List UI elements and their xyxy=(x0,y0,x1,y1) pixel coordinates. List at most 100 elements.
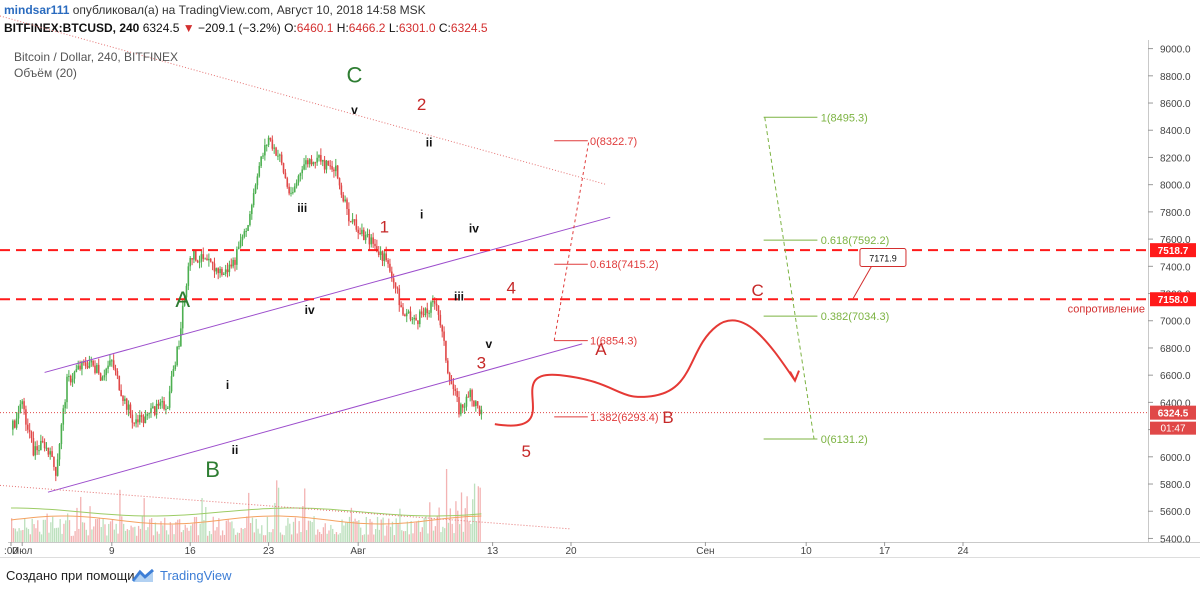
volume-bar xyxy=(158,533,160,542)
candle-body xyxy=(55,466,57,476)
volume-bar xyxy=(352,521,354,542)
volume-bar xyxy=(63,523,65,542)
volume-bar xyxy=(315,534,317,542)
candle-body xyxy=(174,365,177,370)
volume-bar xyxy=(333,534,336,542)
candle-body xyxy=(127,404,130,410)
candle-body xyxy=(45,447,48,449)
candle-body xyxy=(209,258,212,262)
candle-body xyxy=(200,254,203,262)
candle-body xyxy=(432,300,434,303)
last-price: 6324.5 xyxy=(142,21,180,35)
candle-body xyxy=(335,165,337,172)
fib-green-label: 0.382(7034.3) xyxy=(821,311,890,323)
x-tick-label: Июл xyxy=(12,546,32,557)
candle-body xyxy=(40,440,42,451)
volume-bar xyxy=(270,532,272,542)
candle-body xyxy=(445,340,447,361)
candle-body xyxy=(125,398,128,410)
candle-body xyxy=(105,368,107,376)
symbol-label: BITFINEX:BTCUSD, 240 xyxy=(4,21,140,35)
y-tick-label: 7000.0 xyxy=(1160,317,1191,328)
candle-body xyxy=(97,364,100,374)
volume-bar xyxy=(311,522,313,542)
volume-bar xyxy=(201,498,203,542)
volume-bar xyxy=(87,535,89,542)
volume-bar xyxy=(266,516,269,542)
price-chart[interactable]: 9000.0 8800.0 8600.0 8400.0 8200.0 8000.0 7800… xyxy=(0,0,1200,557)
volume-bar xyxy=(199,523,201,542)
fib-red-label: 1(6854.3) xyxy=(590,336,637,348)
author-name[interactable]: mindsar111 xyxy=(4,3,70,17)
channel-lower-line xyxy=(47,343,583,493)
volume-bar xyxy=(261,525,263,542)
candle-body xyxy=(411,319,414,321)
volume-bar xyxy=(98,517,101,542)
candle-body xyxy=(168,391,171,408)
candle-body xyxy=(178,346,180,348)
volume-bar xyxy=(96,518,99,542)
volume-bar xyxy=(277,487,280,542)
volume-bars xyxy=(11,468,481,542)
wave-label: ii xyxy=(426,136,433,150)
high-value: 6466.2 xyxy=(348,21,386,35)
volume-bar xyxy=(251,517,254,542)
volume-bar xyxy=(249,522,252,542)
candle-body xyxy=(60,424,63,445)
volume-bar xyxy=(444,528,446,542)
volume-bar xyxy=(268,532,270,542)
candle-body xyxy=(290,192,292,194)
volume-bar xyxy=(25,527,28,542)
candle-body xyxy=(340,185,343,195)
tradingview-brand-link[interactable]: TradingView xyxy=(160,568,232,583)
candle-body xyxy=(450,381,453,385)
candle-body xyxy=(172,369,175,377)
volume-bar xyxy=(322,527,325,542)
candle-body xyxy=(202,254,205,259)
candle-body xyxy=(150,408,152,414)
candle-body xyxy=(187,266,190,286)
volume-bar xyxy=(466,496,468,542)
volume-bar xyxy=(283,535,285,542)
y-tick-label: 6600.0 xyxy=(1160,371,1191,382)
candle-body xyxy=(243,231,246,237)
volume-bar xyxy=(375,529,377,542)
volume-bar xyxy=(459,524,461,542)
candle-body xyxy=(32,438,35,456)
y-tick-label: 8600.0 xyxy=(1160,99,1191,110)
candle-body xyxy=(84,362,87,367)
wave-label: B xyxy=(662,408,673,427)
candle-body xyxy=(361,229,363,234)
candle-body xyxy=(53,456,55,467)
candle-body xyxy=(112,360,115,369)
volume-bar xyxy=(210,534,213,542)
volume-bar xyxy=(257,528,259,542)
candle-body xyxy=(333,169,335,172)
low-label: L: xyxy=(388,21,399,35)
volume-bar xyxy=(212,516,214,542)
candle-body xyxy=(153,406,156,415)
volume-bar xyxy=(93,526,95,542)
volume-bar xyxy=(272,529,274,542)
candle-body xyxy=(433,300,436,304)
candle-body xyxy=(77,365,79,370)
candle-body xyxy=(460,404,462,415)
volume-bar xyxy=(354,518,356,542)
volume-bar xyxy=(193,516,196,542)
last-price-label: 6324.5 xyxy=(1158,409,1189,420)
volume-bar xyxy=(472,499,474,542)
volume-bar xyxy=(134,526,136,542)
candle-body xyxy=(383,253,386,262)
candle-body xyxy=(292,192,294,194)
volume-bar xyxy=(343,525,345,542)
fib-green-label: 0(6131.2) xyxy=(821,434,868,446)
candle-body xyxy=(293,186,296,193)
candle-body xyxy=(58,444,61,460)
fib-red-trend xyxy=(553,140,590,341)
volume-bar xyxy=(335,532,338,542)
candle-body xyxy=(19,404,22,413)
volume-bar xyxy=(192,523,194,542)
tradingview-logo-icon[interactable] xyxy=(131,568,155,584)
price-level-badge xyxy=(1150,292,1196,307)
candle-body xyxy=(215,268,218,272)
